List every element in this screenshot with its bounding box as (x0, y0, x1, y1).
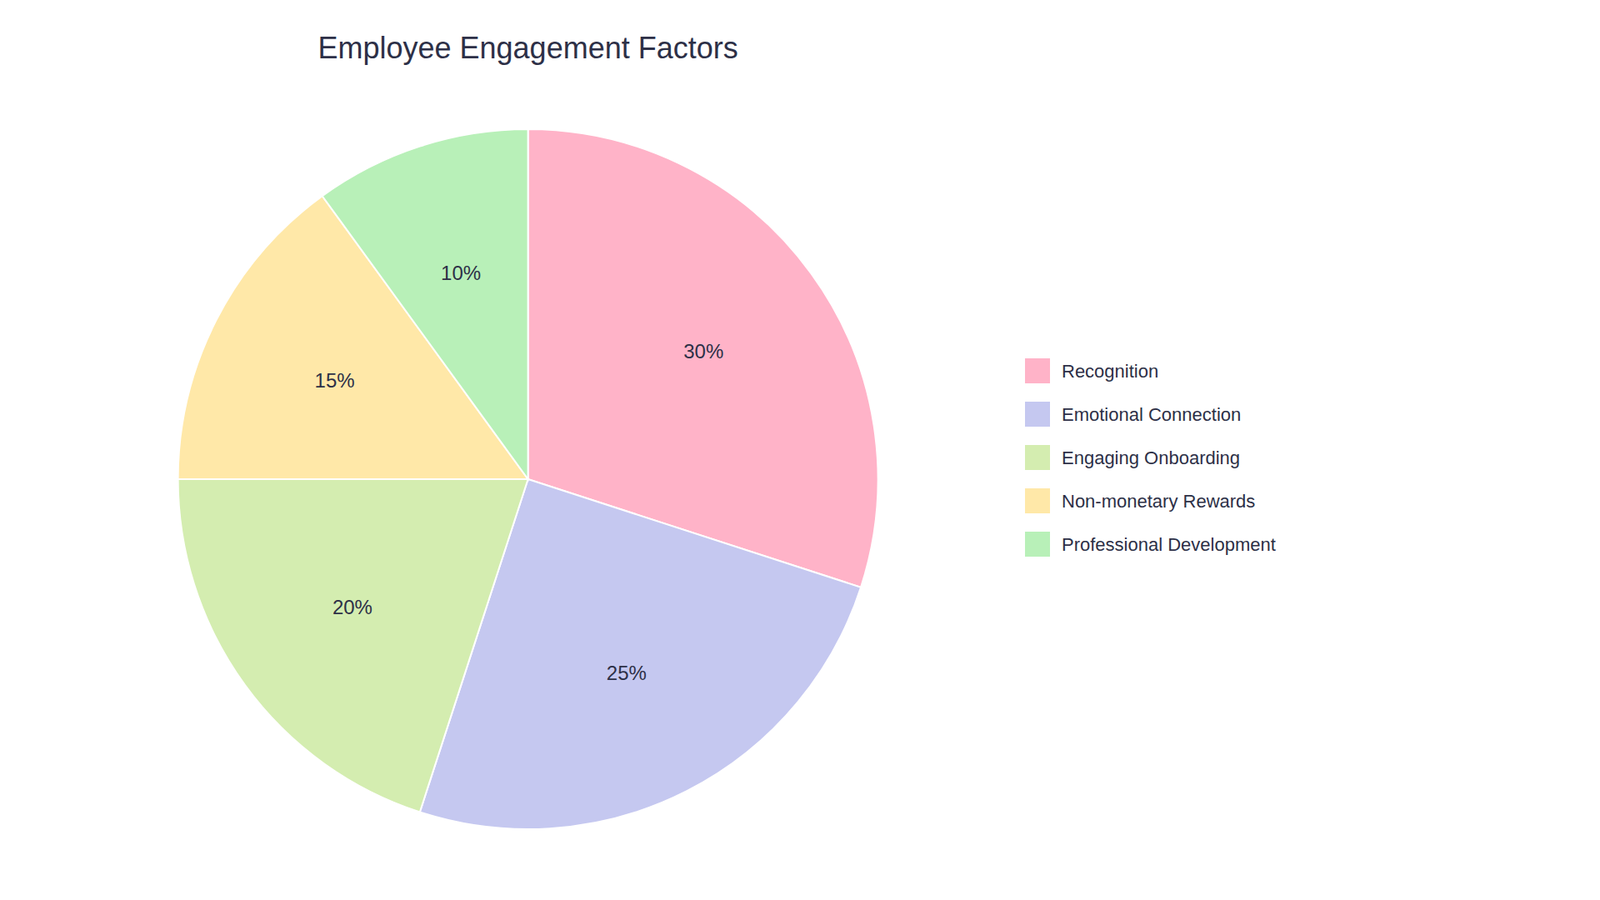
legend-swatch (1025, 358, 1050, 384)
chart-title: Employee Engagement Factors (317, 30, 738, 65)
legend-swatch (1025, 401, 1050, 427)
data-label: 30% (683, 340, 724, 363)
data-label: 20% (332, 595, 373, 619)
pie-slice (178, 479, 529, 812)
data-labels: 30% 25% 20% 15% 10% (315, 261, 725, 685)
legend-swatch (1025, 531, 1050, 557)
legend-item: Professional Development (1025, 531, 1276, 557)
legend-item: Recognition (1025, 358, 1159, 384)
legend: Recognition Emotional Connection Engaging … (1025, 358, 1276, 557)
chart-svg: Employee Engagement Factors 30% 25% 20% 15% 1… (0, 0, 1600, 900)
pie (178, 129, 879, 830)
legend-label: Non-monetary Rewards (1061, 490, 1255, 512)
legend-label: Emotional Connection (1061, 404, 1241, 425)
legend-label: Recognition (1061, 360, 1159, 382)
legend-item: Emotional Connection (1025, 401, 1241, 427)
legend-item: Non-monetary Rewards (1025, 488, 1255, 514)
legend-label: Professional Development (1061, 534, 1276, 555)
data-label: 10% (440, 261, 481, 285)
data-label: 25% (606, 661, 647, 685)
data-label: 15% (315, 369, 355, 392)
pie-slice (322, 129, 529, 480)
chart-container: Employee Engagement Factors 30% 25% 20% 15% 1… (0, 0, 1600, 900)
legend-swatch (1025, 445, 1050, 470)
legend-swatch (1025, 488, 1050, 514)
legend-item: Engaging Onboarding (1025, 445, 1240, 470)
legend-label: Engaging Onboarding (1061, 447, 1240, 469)
